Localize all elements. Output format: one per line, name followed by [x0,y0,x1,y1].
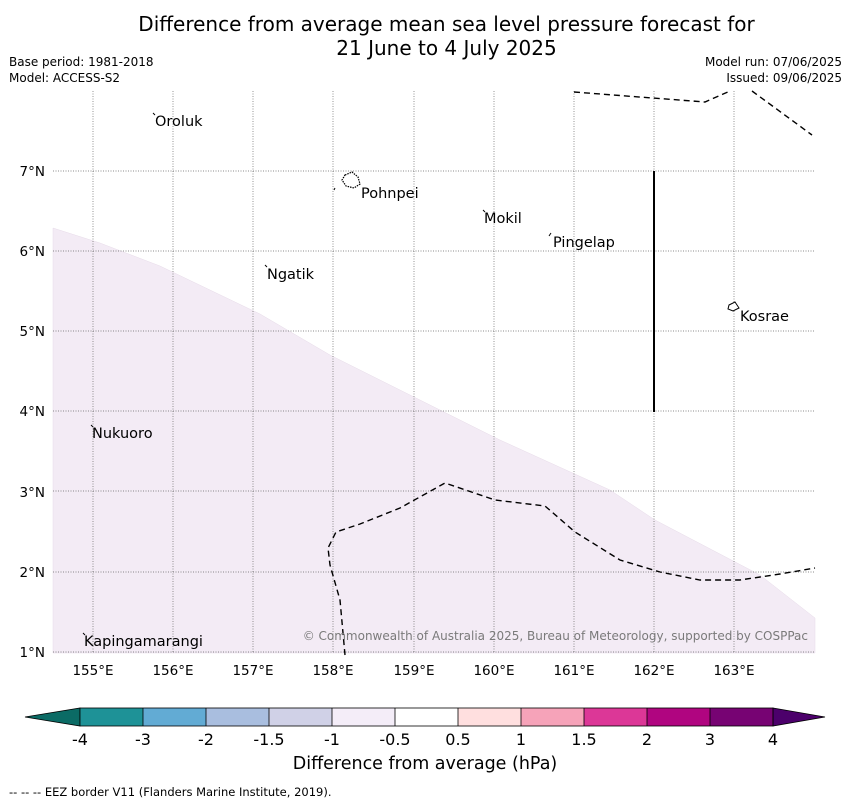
lat-label-2n: 2°N [20,565,45,581]
colorbar-swatch-7 [458,708,521,726]
colorbar-swatch-9 [584,708,647,726]
lon-label-156e: 156°E [152,663,193,679]
pohnpei-island [341,171,361,189]
base-period: Base period: 1981-2018 [9,55,154,69]
gridlines [53,91,815,653]
place-mokil: Mokil [484,211,522,227]
colorbar-swatch-1 [80,708,143,726]
eez-borders [327,90,816,656]
lon-label-158e: 158°E [312,663,353,679]
copyright-notice: © Commonwealth of Australia 2025, Bureau… [303,629,808,643]
lon-label-163e: 163°E [713,663,754,679]
model-name: Model: ACCESS-S2 [9,71,121,85]
meta-left: Base period: 1981-2018 Model: ACCESS-S2 [9,54,154,86]
atoll-mark-ngatik [264,264,268,268]
lat-label-7n: 7°N [20,164,45,180]
title-line-2: 21 June to 4 July 2025 [336,36,557,60]
lon-label-160e: 160°E [473,663,514,679]
colorbar-dividers [142,708,711,726]
atoll-mark-mokil [482,209,486,213]
lon-label-157e: 157°E [232,663,273,679]
cbar-tick-3: -1.5 [253,730,284,749]
kosrae-island [727,301,740,312]
colorbar-swatch-6 [395,708,458,726]
atoll-mark-nukuoro [90,424,94,428]
cbar-tick-11: 4 [768,730,778,749]
colorbar-swatch-2 [143,708,206,726]
colorbar-swatch-4 [269,708,332,726]
cbar-tick-9: 2 [642,730,652,749]
place-kosrae: Kosrae [740,309,789,325]
chart-title: Difference from average mean sea level p… [0,12,850,60]
cbar-tick-1: -3 [135,730,151,749]
lon-label-159e: 159°E [393,663,434,679]
atoll-mark-kapingamarangi [82,632,86,636]
colorbar-extend-left [24,707,81,727]
place-pingelap: Pingelap [553,235,615,251]
eez-border-south [327,482,816,656]
anomaly-region [52,227,816,654]
colorbar [24,707,826,727]
cbar-tick-10: 3 [705,730,715,749]
place-pohnpei: Pohnpei [361,186,419,202]
issued-date: Issued: 09/06/2025 [726,71,842,85]
colorbar-swatch-8 [521,708,584,726]
lon-label-161e: 161°E [553,663,594,679]
cbar-tick-8: 1.5 [571,730,596,749]
title-line-1: Difference from average mean sea level p… [138,12,755,36]
lat-label-1n: 1°N [20,645,45,661]
colorbar-swatch-10 [647,708,710,726]
model-run: Model run: 07/06/2025 [704,55,842,69]
lon-label-155e: 155°E [72,663,113,679]
place-nukuoro: Nukuoro [92,426,153,442]
lat-label-4n: 4°N [20,404,45,420]
colorbar-extend-right [772,707,826,727]
ant-atoll-mark [333,187,336,191]
cbar-tick-5: -0.5 [379,730,410,749]
place-ngatik: Ngatik [267,267,315,283]
cbar-tick-0: -4 [72,730,88,749]
colorbar-swatch-11 [710,708,773,726]
lat-label-5n: 5°N [20,324,45,340]
meta-right: Model run: 07/06/2025 Issued: 09/06/2025 [705,54,842,86]
eez-border-north [573,90,813,136]
lon-label-162e: 162°E [633,663,674,679]
colorbar-outline [79,707,774,727]
cbar-tick-4: -1 [324,730,340,749]
cbar-tick-6: 0.5 [445,730,470,749]
lat-label-3n: 3°N [20,485,45,501]
colorbar-swatch-3 [206,708,269,726]
cbar-tick-2: -2 [198,730,214,749]
footer-note: -- -- -- EEZ border V11 (Flanders Marine… [9,785,332,799]
place-kapingamarangi: Kapingamarangi [84,634,203,650]
place-oroluk: Oroluk [155,114,203,130]
colorbar-swatch-5 [332,708,395,726]
atoll-marks [82,112,552,636]
colorbar-title: Difference from average (hPa) [292,754,558,774]
lat-label-6n: 6°N [20,244,45,260]
cbar-tick-7: 1 [516,730,526,749]
atoll-mark-pingelap [548,232,552,237]
atoll-mark-oroluk [152,112,156,116]
